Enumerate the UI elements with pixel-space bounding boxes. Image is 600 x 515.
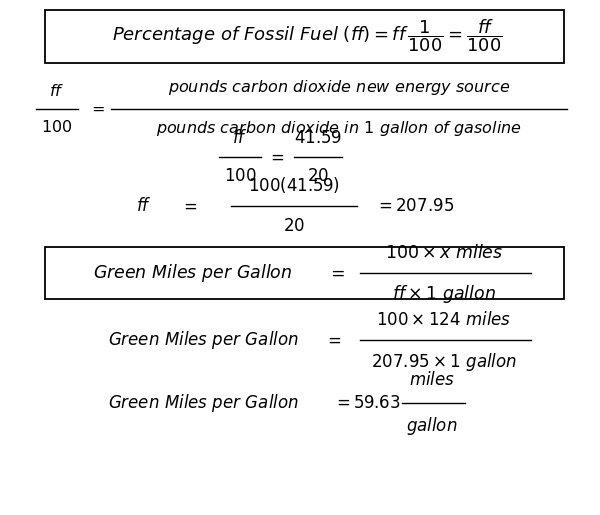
Text: $=$: $=$ [325, 331, 341, 349]
Text: $207.95 \times 1\ \mathit{gallon}$: $207.95 \times 1\ \mathit{gallon}$ [371, 351, 517, 373]
Text: $\mathit{Green\ Miles\ per\ Gallon}$: $\mathit{Green\ Miles\ per\ Gallon}$ [108, 392, 299, 414]
Text: $=$: $=$ [327, 264, 345, 282]
Text: $\mathit{gallon}$: $\mathit{gallon}$ [406, 415, 458, 437]
Text: $=$: $=$ [88, 101, 104, 116]
Text: $100 \times 124\ \mathit{miles}$: $100 \times 124\ \mathit{miles}$ [376, 311, 512, 329]
Text: $\mathit{pounds\ carbon\ dioxide\ in\ 1\ gallon\ of\ gasoline}$: $\mathit{pounds\ carbon\ dioxide\ in\ 1\… [156, 119, 522, 139]
Text: $\mathit{Green\ Miles\ per\ Gallon}$: $\mathit{Green\ Miles\ per\ Gallon}$ [108, 329, 299, 351]
Text: $100$: $100$ [224, 167, 256, 185]
Text: $=$: $=$ [181, 197, 197, 215]
Text: $= 59.63$: $= 59.63$ [333, 394, 401, 411]
Text: $100(41.59)$: $100(41.59)$ [248, 175, 340, 195]
Text: $41.59$: $41.59$ [294, 129, 342, 147]
Text: $20$: $20$ [307, 167, 329, 185]
Text: $20$: $20$ [283, 217, 305, 235]
Text: $100$: $100$ [41, 119, 73, 135]
Text: $\mathit{Green\ Miles\ per\ Gallon}$: $\mathit{Green\ Miles\ per\ Gallon}$ [93, 262, 292, 284]
Text: $\mathit{Percentage\ of\ Fossil\ Fuel\ }(ff) = ff\,\dfrac{1}{100} = \dfrac{ff}{1: $\mathit{Percentage\ of\ Fossil\ Fuel\ }… [112, 18, 502, 55]
Text: $\mathit{ff}$: $\mathit{ff}$ [232, 129, 248, 147]
Text: $\mathit{ff}$: $\mathit{ff}$ [136, 197, 152, 215]
Text: $\mathit{ff}$: $\mathit{ff}$ [49, 83, 65, 99]
FancyBboxPatch shape [45, 247, 564, 299]
Text: $= 207.95$: $= 207.95$ [375, 197, 454, 215]
Text: $\mathit{miles}$: $\mathit{miles}$ [409, 371, 455, 389]
Text: $=$: $=$ [268, 148, 284, 166]
Text: $\mathit{pounds\ carbon\ dioxide\ new\ energy\ source}$: $\mathit{pounds\ carbon\ dioxide\ new\ e… [168, 78, 510, 97]
Text: $\mathit{ff} \times 1\ \mathit{gallon}$: $\mathit{ff} \times 1\ \mathit{gallon}$ [392, 283, 496, 305]
Text: $100 \times x\ \mathit{miles}$: $100 \times x\ \mathit{miles}$ [385, 244, 503, 262]
FancyBboxPatch shape [45, 10, 564, 63]
